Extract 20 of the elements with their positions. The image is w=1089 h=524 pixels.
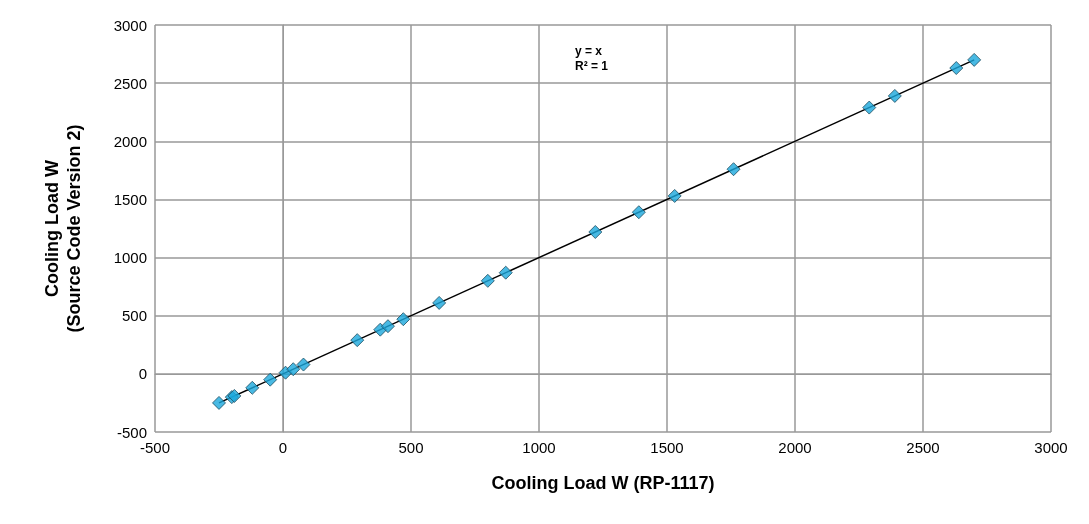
y-tick-label: 500 xyxy=(121,307,147,325)
annotation: y = x xyxy=(575,43,603,58)
x-tick-label: -500 xyxy=(139,439,171,456)
y-tick-label: 0 xyxy=(138,365,147,383)
y-tick-label: -500 xyxy=(116,423,147,441)
x-tick-label: 3000 xyxy=(1034,439,1068,456)
x-tick-label: 500 xyxy=(398,439,424,456)
y-tick-label: 1000 xyxy=(113,249,147,267)
x-tick-label: 2500 xyxy=(906,439,940,456)
y-axis-title: Cooling Load W (Source Code Version 2) xyxy=(42,124,84,333)
annotation: R² = 1 xyxy=(575,58,609,73)
x-tick-label: 0 xyxy=(278,439,288,456)
x-tick-label: 1500 xyxy=(650,439,684,456)
y-tick-label: 2500 xyxy=(113,74,147,92)
y-tick-label: 1500 xyxy=(113,190,147,208)
y-tick-label: 3000 xyxy=(113,16,147,34)
x-tick-label: 2000 xyxy=(778,439,812,456)
y-tick-label: 2000 xyxy=(113,132,147,150)
x-axis-title: Cooling Load W (RP-1117) xyxy=(491,473,715,493)
x-tick-label: 1000 xyxy=(522,439,556,456)
